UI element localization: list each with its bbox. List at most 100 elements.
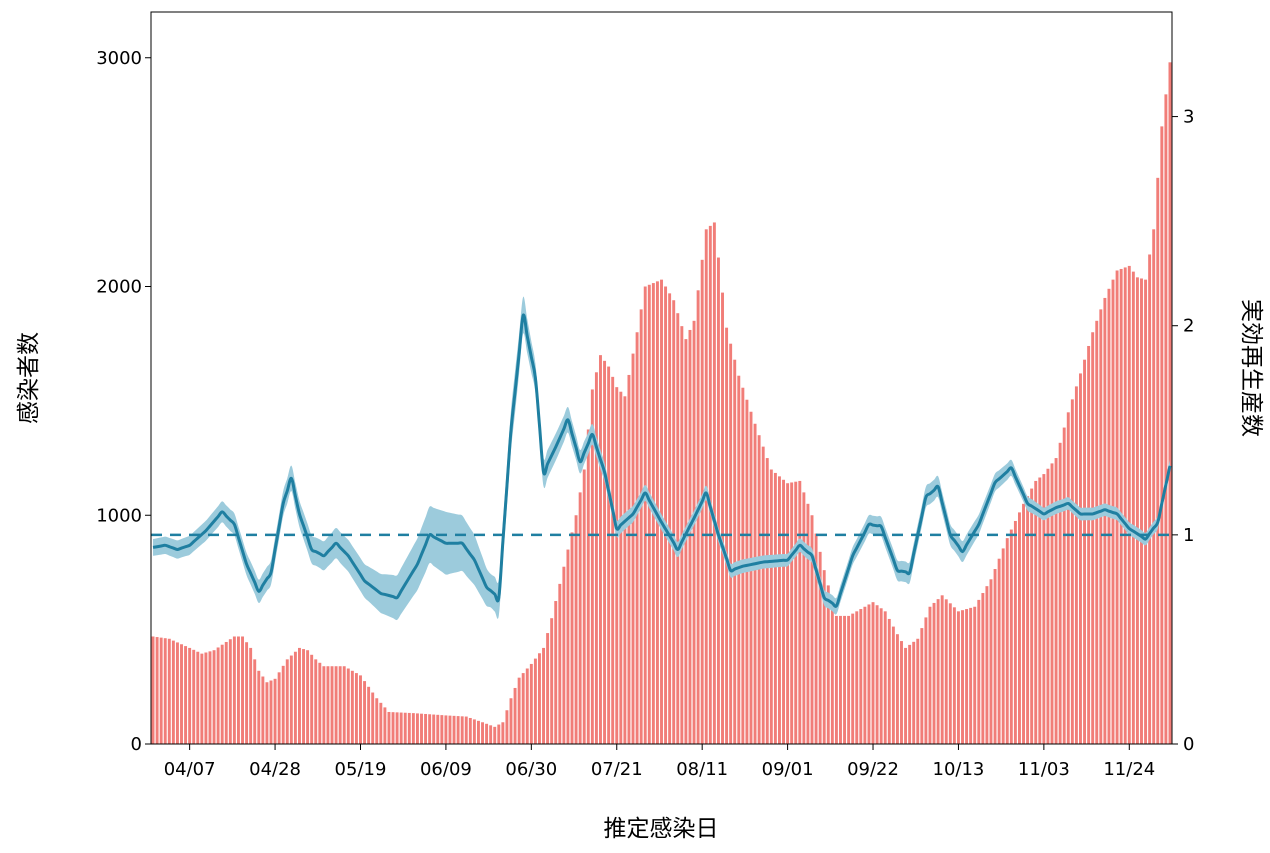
infection-bar [424, 713, 428, 744]
infection-bar [684, 339, 688, 744]
infection-bar [184, 646, 188, 744]
infection-bar [757, 435, 761, 744]
infection-bar [293, 651, 297, 744]
infection-bar [753, 423, 757, 744]
infection-bar [1168, 62, 1172, 744]
infection-bar [1160, 126, 1164, 745]
infection-bar [871, 602, 875, 744]
infection-bar [1066, 412, 1070, 744]
infection-bar [1135, 277, 1139, 744]
infection-bar [1148, 254, 1152, 745]
infection-bar [505, 710, 509, 744]
y-left-tick-label: 1000 [96, 505, 142, 526]
infection-bar [196, 651, 200, 744]
infection-bar [790, 482, 794, 744]
infection-bar [513, 687, 517, 744]
infection-bar [1018, 512, 1021, 744]
x-tick-label: 06/30 [505, 759, 557, 780]
infection-bar [420, 713, 423, 744]
infection-bar [867, 604, 871, 744]
infection-bar [363, 681, 367, 744]
infection-bar [310, 654, 314, 744]
infection-bar [322, 666, 326, 744]
infection-bar [407, 712, 411, 744]
infection-bar [920, 628, 924, 744]
infection-bar [159, 637, 163, 744]
infection-bar [782, 479, 785, 744]
infection-bar [1087, 345, 1091, 744]
infection-bar [411, 713, 415, 744]
infection-bar [391, 712, 395, 744]
infection-bar [887, 618, 891, 744]
infection-bar [916, 638, 920, 744]
infection-bar [249, 647, 253, 744]
infection-bar [1050, 463, 1054, 744]
infection-bar [1054, 458, 1058, 744]
infection-bar [635, 332, 639, 744]
infection-bar [261, 676, 265, 744]
infection-bar [985, 586, 989, 744]
infection-bar [733, 359, 737, 744]
infection-bar [692, 320, 696, 744]
infection-bar [346, 668, 350, 744]
infection-bar [314, 659, 318, 744]
infection-bar [281, 665, 285, 744]
infection-bar [855, 611, 859, 744]
infection-bar [660, 279, 663, 744]
infection-bar [594, 372, 598, 744]
infection-bar [171, 640, 175, 744]
infection-bar [342, 666, 346, 744]
infection-bar [895, 634, 899, 744]
infection-bar [468, 717, 472, 744]
infection-bar [863, 606, 867, 744]
infection-bar [1140, 278, 1143, 744]
x-tick-label: 11/24 [1103, 759, 1155, 780]
infection-bar [631, 353, 635, 744]
infection-bar [993, 569, 997, 744]
infection-bar [749, 411, 753, 744]
infection-bar [1062, 427, 1066, 744]
infection-bar [912, 641, 916, 744]
infection-bar [375, 698, 379, 744]
infection-bar [1127, 265, 1131, 744]
x-tick-label: 07/21 [591, 759, 643, 780]
infection-bar [464, 716, 468, 744]
infection-bar [582, 469, 586, 744]
infection-bar [716, 257, 720, 744]
infection-bar [379, 702, 383, 744]
infection-bar [981, 593, 985, 744]
infection-bar [521, 673, 525, 744]
x-tick-label: 04/07 [164, 759, 216, 780]
infection-bar [485, 723, 489, 744]
infection-bar [1013, 520, 1017, 744]
infection-bar [1074, 386, 1078, 744]
infection-bar [220, 644, 224, 744]
x-tick-label: 08/11 [676, 759, 728, 780]
rt-line [152, 313, 1172, 608]
infection-bar [802, 492, 806, 745]
infection-bar [285, 659, 289, 744]
infection-bar [1079, 373, 1082, 744]
infection-bar [729, 343, 733, 744]
infection-bar [481, 722, 484, 744]
infection-bar [383, 707, 387, 744]
rt-line-layer [151, 313, 1172, 608]
infection-bar [639, 309, 643, 745]
infection-bar [509, 698, 513, 744]
infection-bar [1115, 270, 1119, 744]
infection-bar [1103, 297, 1107, 744]
infection-bar [1046, 468, 1050, 744]
infection-bar [599, 355, 602, 745]
x-tick-label: 11/03 [1018, 759, 1070, 780]
x-axis-title: 推定感染日 [604, 816, 719, 842]
infection-bar [676, 313, 680, 744]
infection-bar [489, 725, 493, 744]
infection-bar [1164, 94, 1168, 745]
infection-bar [818, 551, 822, 744]
infection-bar [350, 670, 354, 744]
infection-bar [944, 599, 948, 744]
y-right-tick-label: 2 [1183, 316, 1194, 337]
infection-bar [1022, 503, 1025, 744]
infection-bar [619, 391, 623, 744]
